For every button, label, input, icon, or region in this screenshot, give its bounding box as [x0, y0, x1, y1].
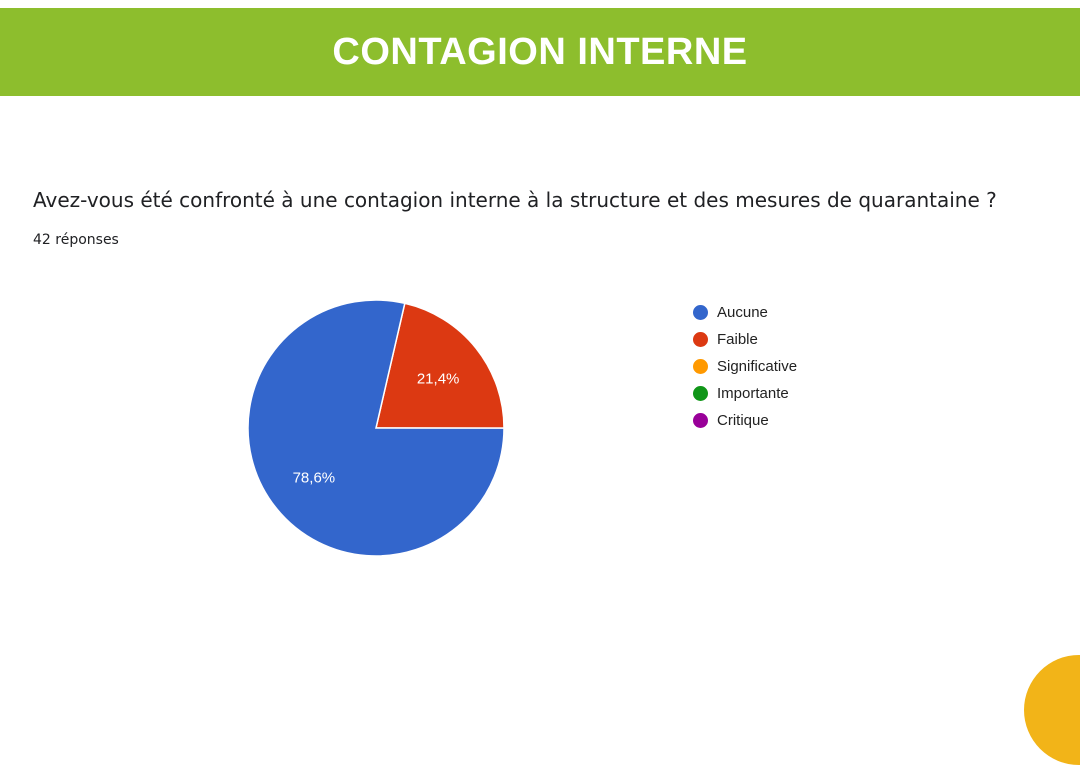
- chart-legend: Aucune Faible Significative Importante Criti…: [693, 299, 797, 434]
- legend-item-significative[interactable]: Significative: [693, 353, 797, 380]
- pie-label-aucune: 78,6%: [293, 469, 336, 486]
- legend-label: Importante: [717, 385, 789, 402]
- pie-slice-faible[interactable]: [375, 302, 505, 429]
- pie-label-faible: 21,4%: [417, 371, 460, 388]
- legend-item-aucune[interactable]: Aucune: [693, 299, 797, 326]
- legend-label: Critique: [717, 412, 769, 429]
- legend-swatch: [693, 359, 708, 374]
- legend-label: Significative: [717, 358, 798, 375]
- legend-swatch: [693, 332, 708, 347]
- legend-swatch: [693, 386, 708, 401]
- pie-slice-aucune[interactable]: [247, 299, 505, 557]
- legend-label: Aucune: [717, 304, 768, 321]
- legend-label: Faible: [717, 331, 758, 348]
- legend-item-faible[interactable]: Faible: [693, 326, 797, 353]
- page-title: CONTAGION INTERNE: [332, 30, 748, 73]
- pie-chart: 21,4% 78,6%: [247, 299, 505, 557]
- title-banner: CONTAGION INTERNE: [0, 8, 1080, 96]
- legend-item-importante[interactable]: Importante: [693, 380, 797, 407]
- legend-swatch: [693, 305, 708, 320]
- legend-swatch: [693, 413, 708, 428]
- legend-item-critique[interactable]: Critique: [693, 407, 797, 434]
- question-title: Avez-vous été confronté à une contagion …: [33, 188, 997, 212]
- response-count: 42 réponses: [33, 232, 119, 248]
